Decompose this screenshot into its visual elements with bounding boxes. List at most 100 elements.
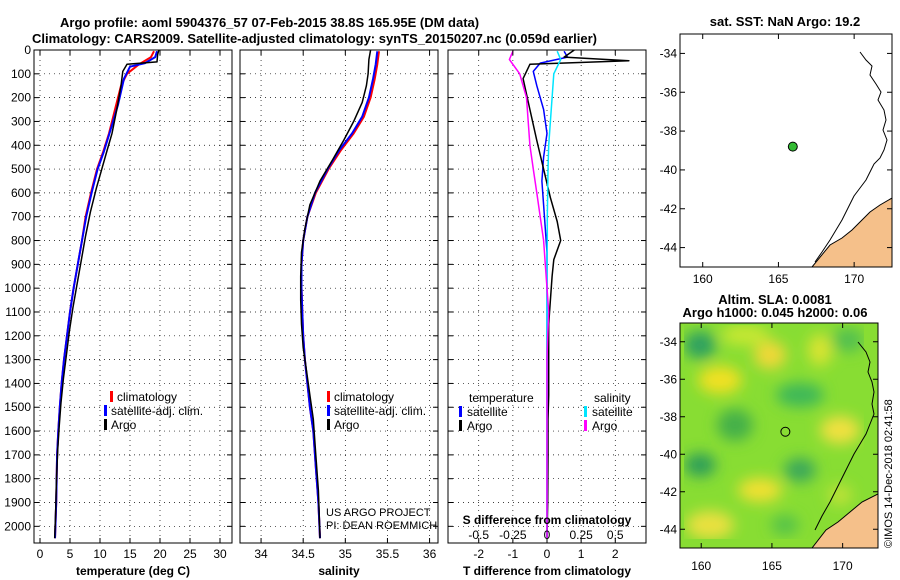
sla-blob xyxy=(698,366,742,394)
sla-map-frame xyxy=(679,322,879,549)
legend-label-argo: Argo xyxy=(334,418,360,432)
map-y-tick-label: -42 xyxy=(660,485,678,499)
sla-map-title-line-2: Argo h1000: 0.045 h2000: 0.06 xyxy=(683,305,868,320)
legend-label-climatology: climatology xyxy=(334,390,394,404)
series-group xyxy=(508,50,630,539)
sla-map-axes: 160 165 170 -34 -36 -38 -40 -42 -44 xyxy=(660,323,878,573)
series-line-argo xyxy=(53,50,160,539)
map-x-tick-label: 160 xyxy=(691,559,711,573)
map-x-tick-label: 165 xyxy=(762,559,782,573)
project-credit-line-1: US ARGO PROJECT xyxy=(326,507,431,519)
legend-swatch-argo xyxy=(104,419,107,430)
sla-blob xyxy=(686,511,734,539)
sla-heatmap xyxy=(684,325,864,539)
y-tick-label: 1100 xyxy=(5,305,31,319)
map-y-tick-label: -38 xyxy=(660,410,678,424)
series-line-satellite-adj-clim- xyxy=(300,51,379,539)
x-tick-label: 10 xyxy=(93,547,107,561)
legend-label-climatology: climatology xyxy=(117,390,177,404)
y-tick-label: 1500 xyxy=(4,400,31,414)
imos-credit: ©IMOS 14-Dec-2018 02:41:58 xyxy=(883,399,895,548)
map-x-tick-label: 160 xyxy=(693,272,713,286)
plot-frame xyxy=(33,49,233,544)
map-y-tick-label: -44 xyxy=(660,241,678,255)
series-line-salinity-satellite xyxy=(546,50,562,539)
temperature-legend: climatology satellite-adj. clim. Argo xyxy=(104,390,203,432)
legend-label-sal-argo: Argo xyxy=(592,419,618,433)
x-top-tick-label: -0.25 xyxy=(499,528,527,542)
y-tick-label: 800 xyxy=(11,234,31,248)
sla-blob xyxy=(684,453,716,477)
figure-title-line-2: Climatology: CARS2009. Satellite-adjuste… xyxy=(32,31,597,46)
sla-blob xyxy=(776,383,824,407)
y-tick-label: 1900 xyxy=(4,496,31,510)
y-tick-label: 1000 xyxy=(4,281,31,295)
x-tick-label: 30 xyxy=(213,547,227,561)
map-x-tick-label: 170 xyxy=(844,272,864,286)
salinity-xlabel: salinity xyxy=(318,564,360,578)
y-tick-label: 700 xyxy=(11,210,31,224)
map-y-tick-label: -36 xyxy=(660,372,678,386)
legend-swatch-satellite xyxy=(104,405,107,416)
salinity-panel: 34 34.5 35 35.5 36 xyxy=(239,49,439,561)
y-tick-label: 400 xyxy=(11,138,31,152)
sla-blob xyxy=(832,328,864,352)
y-tick-label: 1800 xyxy=(4,472,31,486)
x-tick-label: 5 xyxy=(67,547,74,561)
x-top-tick-label: -0.5 xyxy=(468,528,489,542)
y-tick-label: 100 xyxy=(11,67,31,81)
x-tick-label: 34 xyxy=(254,547,268,561)
y-tick-label: 1200 xyxy=(4,329,31,343)
argo-station-marker xyxy=(787,141,798,152)
difference-xlabel-top: S difference from climatology xyxy=(463,513,632,527)
sla-blob xyxy=(721,325,769,345)
sla-blob xyxy=(828,485,852,505)
legend-swatch-satellite xyxy=(327,405,330,416)
argo-station-marker xyxy=(780,426,791,437)
x-top-tick-label: 0 xyxy=(544,528,551,542)
x-tick-label: 2 xyxy=(612,547,619,561)
y-tick-label: 600 xyxy=(11,186,31,200)
map-y-tick-label: -34 xyxy=(660,46,678,60)
sla-map-title-line-1: Altim. SLA: 0.0081 xyxy=(718,292,831,307)
sla-blob xyxy=(771,515,799,535)
sla-blob xyxy=(820,416,860,444)
x-top-tick-label: 0.5 xyxy=(607,528,624,542)
y-tick-label: 1300 xyxy=(4,353,31,367)
sla-blob xyxy=(738,478,782,502)
sla-blob xyxy=(684,331,716,359)
x-tick-label: 1 xyxy=(578,547,585,561)
sla-blob xyxy=(784,458,816,482)
legend-label-temp-argo: Argo xyxy=(467,419,493,433)
y-tick-label: 1400 xyxy=(4,376,31,390)
legend-swatch-sal-argo xyxy=(584,420,587,431)
legend-swatch-climatology xyxy=(327,391,330,402)
map-y-tick-label: -42 xyxy=(660,202,678,216)
legend-title-salinity: salinity xyxy=(594,391,631,405)
sla-blob xyxy=(754,341,786,369)
map-y-tick-label: -38 xyxy=(660,124,678,138)
map-y-tick-label: -40 xyxy=(660,163,678,177)
map-y-tick-label: -40 xyxy=(660,447,678,461)
x-tick-label: 15 xyxy=(123,547,137,561)
salinity-legend: climatology satellite-adj. clim. Argo xyxy=(327,390,426,432)
sla-map-coastline-south xyxy=(811,493,878,548)
legend-swatch-temp-argo xyxy=(459,420,462,431)
series-line-climatology xyxy=(300,51,380,539)
series-group xyxy=(299,50,380,539)
y-tick-label: 200 xyxy=(11,91,31,105)
sla-map-coastline xyxy=(814,341,875,531)
y-tick-label: 300 xyxy=(11,114,31,128)
x-tick-label: 35.5 xyxy=(376,547,400,561)
sla-blob xyxy=(808,334,832,366)
difference-xlabel: T difference from climatology xyxy=(463,564,631,578)
temperature-panel: 0 5 10 15 20 25 300100200300400500600700800900… xyxy=(4,43,233,561)
y-tick-label: 900 xyxy=(11,257,31,271)
x-tick-label: 0 xyxy=(544,547,551,561)
map-y-tick-label: -34 xyxy=(660,335,678,349)
legend-swatch-temp-satellite xyxy=(459,406,462,417)
legend-swatch-climatology xyxy=(110,391,113,402)
map-y-tick-label: -36 xyxy=(660,85,678,99)
sla-map-land xyxy=(812,494,878,548)
legend-label-sal-satellite: satellite xyxy=(592,405,633,419)
